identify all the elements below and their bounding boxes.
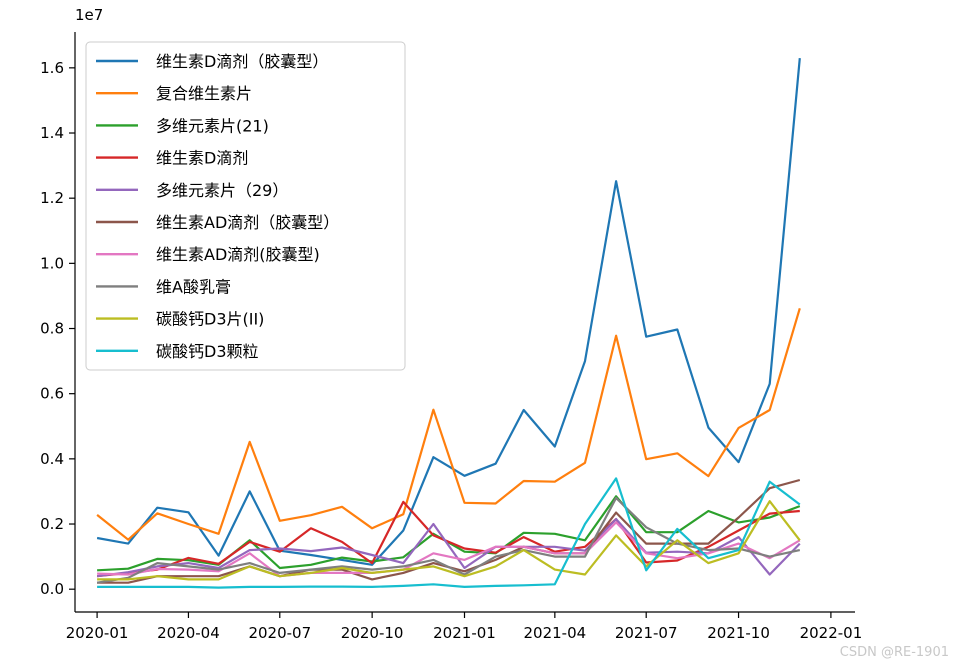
series-lines [96, 57, 801, 589]
legend-label: 碳酸钙D3片(II) [156, 310, 264, 329]
legend-label: 多维元素片(21) [156, 116, 269, 135]
legend-label: 维生素D滴剂 [156, 149, 248, 168]
watermark: CSDN @RE-1901 [839, 645, 949, 660]
legend-label: 多维元素片（29） [156, 181, 288, 200]
x-tick-label: 2021-10 [707, 624, 770, 642]
axes: 0.0 0.2 0.4 0.6 0.8 1.0 1.2 1.4 1.6 1e7 2020-01 202… [40, 6, 862, 642]
series-line-2 [96, 307, 801, 541]
x-tick-label: 2020-07 [248, 624, 311, 642]
x-tick-label: 2020-04 [157, 624, 220, 642]
x-tick-label: 2020-10 [341, 624, 404, 642]
y-tick-label: 0.0 [40, 580, 64, 598]
series-line-10 [97, 477, 801, 589]
legend-label: 维生素AD滴剂(胶囊型) [156, 245, 320, 264]
series-line-7 [97, 521, 801, 578]
y-tick-label: 1.4 [40, 124, 64, 142]
series-line-1 [96, 57, 801, 566]
y-tick-label: 0.2 [40, 515, 64, 533]
x-tick-label: 2021-07 [615, 624, 678, 642]
x-tick-label: 2021-01 [433, 624, 496, 642]
series-line-9 [97, 500, 801, 581]
legend-label: 维生素D滴剂（胶囊型） [156, 52, 328, 71]
y-tick-label: 0.8 [40, 320, 64, 338]
x-tick-label: 2022-01 [800, 624, 863, 642]
y-tick-label: 0.6 [40, 385, 64, 403]
legend-label: 复合维生素片 [156, 84, 252, 103]
y-tick-label: 1.0 [40, 254, 64, 272]
legend-label: 碳酸钙D3颗粒 [156, 342, 259, 361]
x-tick-label: 2020-01 [66, 624, 129, 642]
y-tick-label: 1.2 [40, 189, 64, 207]
y-tick-label: 1.6 [40, 59, 64, 77]
series-line-5 [96, 517, 801, 578]
legend-box [85, 41, 406, 371]
y-tick-label: 0.4 [40, 450, 64, 468]
y-multiplier-label: 1e7 [75, 6, 103, 24]
legend-label: 维生素AD滴剂（胶囊型） [156, 213, 339, 232]
legend-label: 维A酸乳膏 [156, 277, 231, 296]
x-tick-label: 2021-04 [524, 624, 587, 642]
